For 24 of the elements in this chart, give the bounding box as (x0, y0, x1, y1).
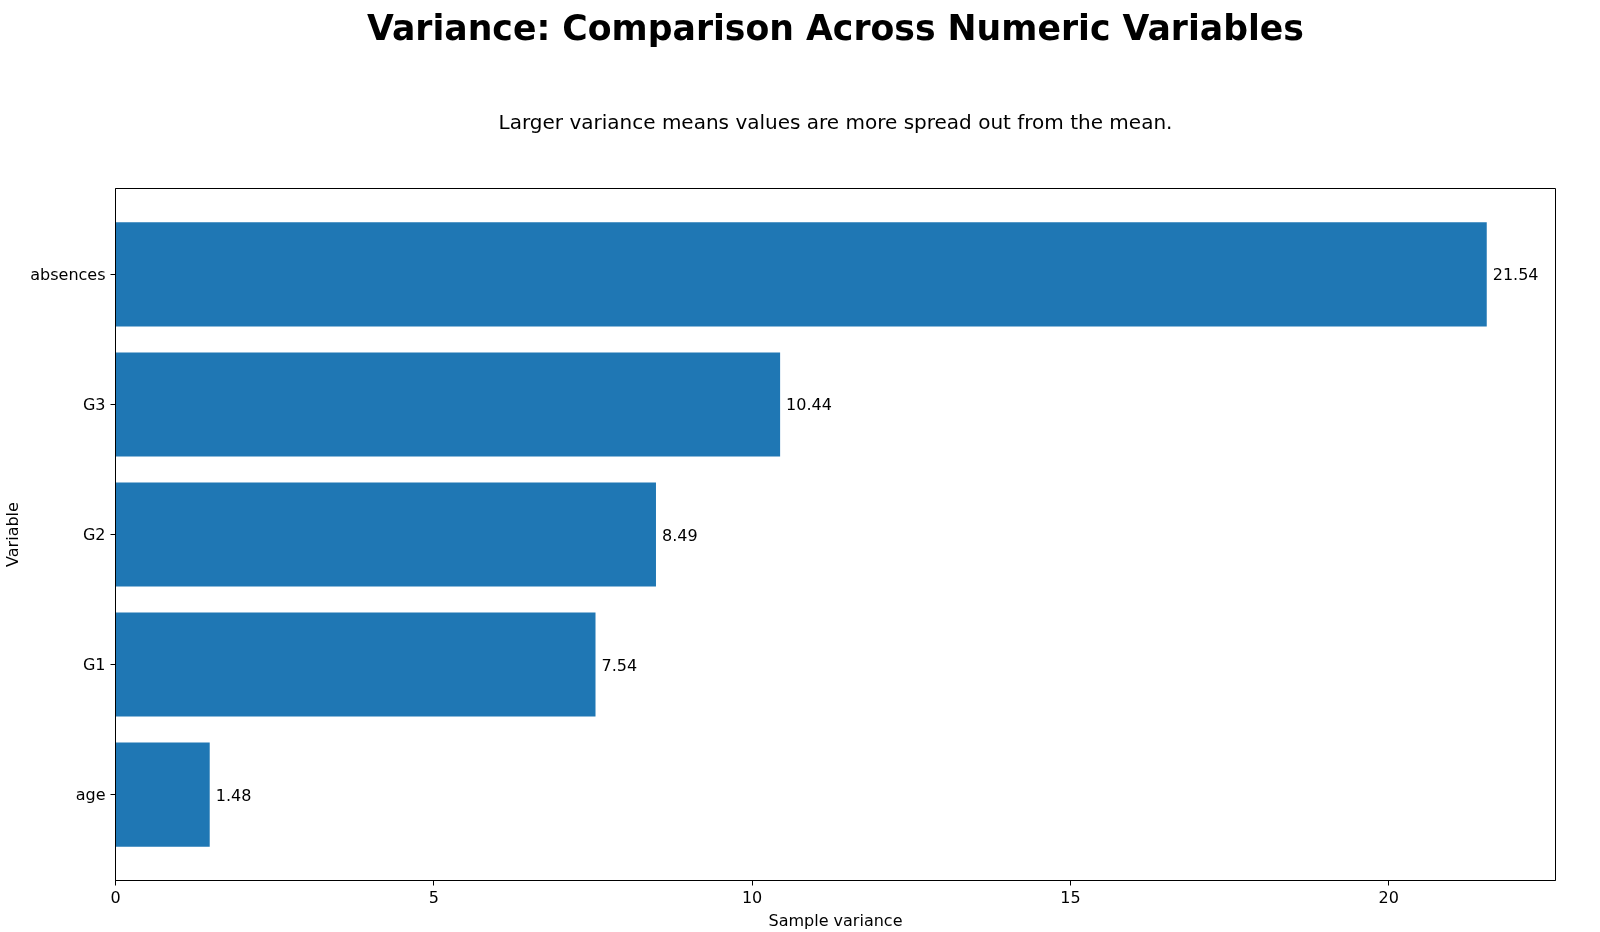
bar (115, 222, 1487, 327)
bar (115, 742, 210, 847)
data-label: 10.44 (786, 395, 832, 415)
data-label: 21.54 (1492, 265, 1539, 285)
x-tick-label: 20 (1378, 887, 1399, 907)
y-axis-title: Variable (3, 502, 23, 567)
y-tick-label: absences (30, 264, 106, 284)
bar (115, 352, 781, 457)
data-label: 8.49 (661, 525, 698, 545)
x-tick-label: 10 (741, 887, 763, 907)
x-tick-label: 0 (110, 887, 121, 907)
y-tick-label: G2 (82, 525, 106, 544)
x-tick-label: 5 (428, 887, 439, 907)
y-tick-label: G1 (82, 655, 106, 675)
y-tick-label: age (75, 785, 106, 805)
x-axis-title: Sample variance (768, 910, 903, 930)
data-label: 7.54 (601, 655, 638, 675)
chart-title: Variance: Comparison Across Numeric Variables (367, 7, 1304, 48)
y-tick-label: G3 (82, 394, 106, 414)
bar (115, 482, 656, 587)
data-label: 1.48 (215, 785, 252, 805)
chart-subtitle: Larger variance means values are more spread out from the mean. (498, 109, 1173, 134)
x-tick-label: 15 (1060, 887, 1081, 907)
bar (115, 612, 596, 717)
